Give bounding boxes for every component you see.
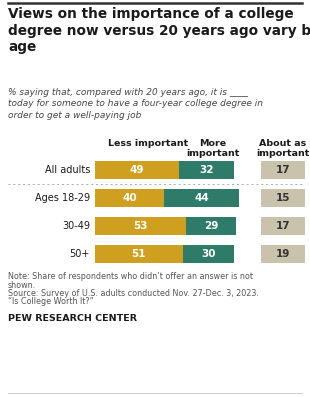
- Text: 29: 29: [204, 221, 218, 231]
- Bar: [186, 217, 236, 235]
- Text: Less important: Less important: [108, 139, 188, 148]
- Text: About as
important: About as important: [256, 139, 310, 158]
- Bar: [179, 161, 234, 179]
- Text: 15: 15: [276, 193, 290, 203]
- Text: 30: 30: [201, 249, 216, 259]
- Bar: [95, 161, 179, 179]
- Text: 17: 17: [276, 165, 290, 175]
- Text: 50+: 50+: [70, 249, 90, 259]
- Bar: [95, 245, 183, 263]
- Bar: [261, 189, 305, 207]
- Bar: [261, 217, 305, 235]
- Bar: [261, 161, 305, 179]
- Text: 30-49: 30-49: [62, 221, 90, 231]
- Text: More
important: More important: [186, 139, 240, 158]
- Text: Ages 18-29: Ages 18-29: [35, 193, 90, 203]
- Text: 17: 17: [276, 221, 290, 231]
- Text: Note: Share of respondents who didn’t offer an answer is not: Note: Share of respondents who didn’t of…: [8, 272, 253, 281]
- Text: 51: 51: [132, 249, 146, 259]
- Text: 53: 53: [133, 221, 148, 231]
- Text: “Is College Worth It?”: “Is College Worth It?”: [8, 297, 94, 306]
- Text: Views on the importance of a college
degree now versus 20 years ago vary by
age: Views on the importance of a college deg…: [8, 7, 310, 54]
- Bar: [183, 245, 234, 263]
- Text: 32: 32: [200, 165, 214, 175]
- Text: Source: Survey of U.S. adults conducted Nov. 27-Dec. 3, 2023.: Source: Survey of U.S. adults conducted …: [8, 289, 259, 298]
- Text: 44: 44: [194, 193, 209, 203]
- Text: PEW RESEARCH CENTER: PEW RESEARCH CENTER: [8, 314, 137, 323]
- Text: shown.: shown.: [8, 281, 36, 289]
- Text: 19: 19: [276, 249, 290, 259]
- Bar: [164, 189, 240, 207]
- Text: 49: 49: [130, 165, 144, 175]
- Text: % saying that, compared with 20 years ago, it is ____
today for someone to have : % saying that, compared with 20 years ag…: [8, 88, 263, 120]
- Text: All adults: All adults: [45, 165, 90, 175]
- Bar: [95, 217, 186, 235]
- Text: 40: 40: [122, 193, 137, 203]
- Bar: [95, 189, 164, 207]
- Bar: [261, 245, 305, 263]
